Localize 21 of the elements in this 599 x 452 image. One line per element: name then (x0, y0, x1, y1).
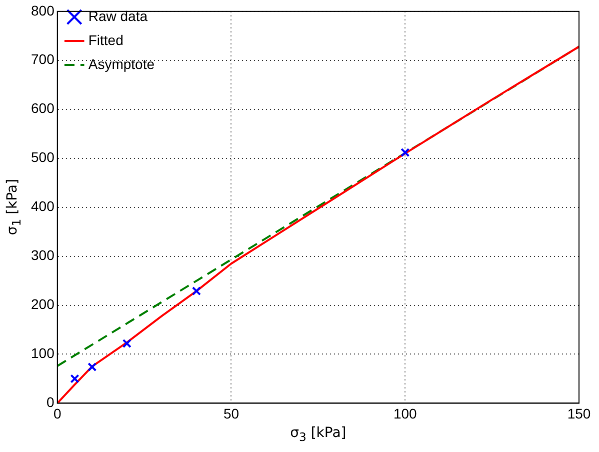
point (70, 374, 80, 384)
y-tick-label: 800 (31, 2, 55, 18)
y-tick-label: 400 (31, 198, 55, 214)
x-tick-label: 150 (567, 405, 591, 422)
y-tick-label: 200 (31, 296, 55, 312)
point (88, 362, 97, 372)
y-tick-label: 700 (31, 51, 55, 68)
legend-label: Raw data (88, 8, 148, 24)
x-tick-label: 50 (223, 405, 240, 422)
y-tick-label: 100 (31, 345, 55, 362)
y-tick-label: 300 (31, 247, 55, 264)
x-axis-title: σ$_{3}$ [kPa] (290, 425, 346, 444)
point (122, 338, 132, 348)
y-tick-label: 500 (31, 149, 55, 166)
point (400, 148, 410, 157)
y-tick-label: 600 (31, 100, 55, 116)
point (192, 286, 201, 296)
legend-label: Asymptote (88, 56, 155, 72)
legend-label: Fitted (88, 32, 124, 48)
x-tick-label: 100 (393, 405, 418, 422)
y-tick-label: 0 (46, 394, 55, 410)
